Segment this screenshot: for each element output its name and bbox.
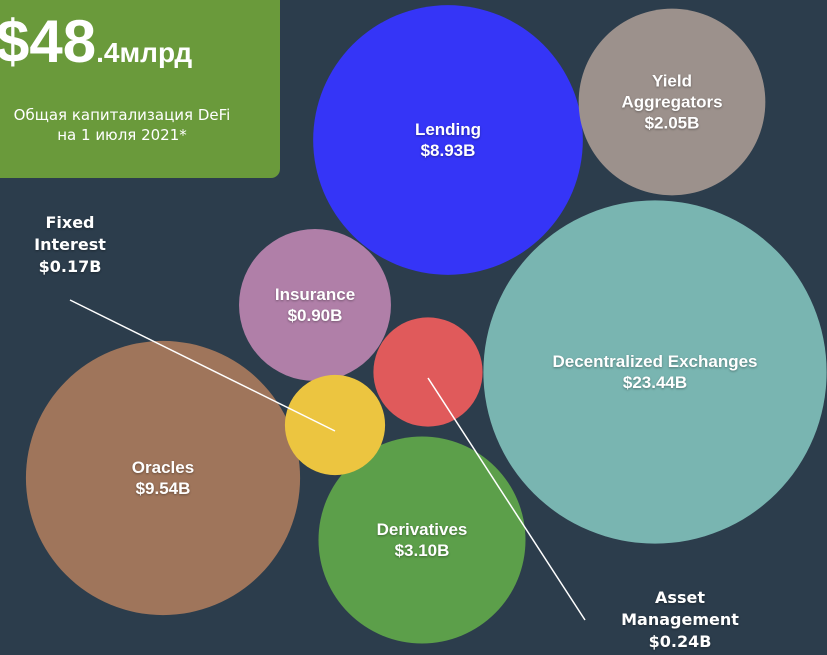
- bubble: [483, 200, 827, 544]
- category-label: Yield Aggregators: [621, 71, 723, 112]
- bubble-label: Lending $8.93B: [373, 119, 523, 161]
- value-label: $0.24B: [648, 632, 712, 651]
- bubble: [284, 374, 386, 476]
- leader-line: [427, 377, 586, 621]
- bubble: [239, 229, 391, 381]
- category-label: Fixed Interest: [34, 213, 106, 254]
- category-label: Asset Management: [621, 588, 739, 629]
- bubble: [318, 436, 526, 644]
- bubble: [25, 340, 301, 616]
- value-label: $8.93B: [420, 141, 476, 160]
- bubble-label: Derivatives $3.10B: [342, 519, 502, 561]
- value-label: $9.54B: [135, 479, 191, 498]
- category-label: Decentralized Exchanges: [552, 352, 758, 371]
- bubble: [578, 8, 766, 196]
- leader-line: [69, 299, 336, 432]
- subtitle: на 1 июля 2021*: [57, 126, 187, 144]
- bubble: [373, 317, 483, 427]
- subtitle: Общая капитализация DeFi: [14, 106, 231, 124]
- bubble: [313, 5, 583, 275]
- bubble-label: Yield Aggregators $2.05B: [607, 71, 737, 134]
- bubble-label: Insurance $0.90B: [255, 284, 375, 326]
- category-label: Lending: [414, 120, 482, 139]
- bubble-label: Decentralized Exchanges $23.44B: [505, 351, 805, 393]
- value-label: $0.90B: [287, 306, 343, 325]
- bubble-label: Oracles $9.54B: [63, 457, 263, 499]
- headline-suffix: .4млрд: [96, 37, 192, 68]
- headline-main: $48: [0, 8, 96, 75]
- bubble-label: Asset Management $0.24B: [610, 587, 750, 653]
- value-label: $23.44B: [622, 373, 688, 392]
- category-label: Insurance: [274, 285, 356, 304]
- value-label: $3.10B: [394, 541, 450, 560]
- category-label: Oracles: [131, 458, 195, 477]
- value-label: $0.17B: [38, 257, 102, 276]
- category-label: Derivatives: [376, 520, 468, 539]
- headline: $48.4млрд: [0, 8, 192, 75]
- bubble-label: Fixed Interest $0.17B: [10, 212, 130, 278]
- header-box: [0, 0, 280, 178]
- value-label: $2.05B: [644, 113, 700, 133]
